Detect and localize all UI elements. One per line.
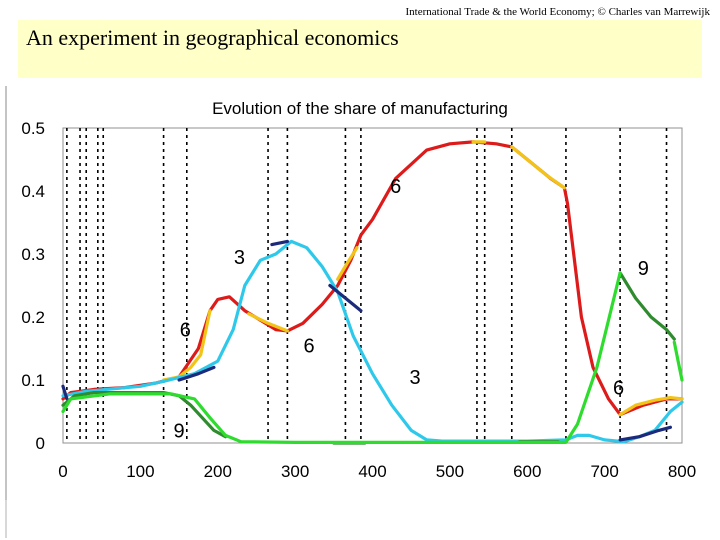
series-group (61, 140, 684, 445)
x-tick-label: 100 (126, 462, 154, 481)
series-line (61, 239, 684, 444)
y-tick-label: 0.4 (21, 182, 45, 201)
curve-annotation: 6 (303, 335, 314, 357)
x-tick-label: 400 (358, 462, 386, 481)
title-bar: An experiment in geographical economics (18, 20, 702, 78)
plot-area (62, 127, 683, 444)
x-tick-label: 200 (204, 462, 232, 481)
series-line (618, 271, 676, 341)
curve-annotation: 6 (613, 378, 624, 400)
y-tick-label: 0.3 (21, 245, 45, 264)
slide-credit: International Trade & the World Economy;… (405, 6, 710, 18)
y-tick-label: 0.5 (21, 119, 45, 138)
series-line (328, 283, 363, 313)
y-tick-label: 0.2 (21, 308, 45, 327)
slide-title: An experiment in geographical economics (26, 25, 399, 50)
series-line (618, 396, 684, 417)
x-tick-label: 800 (668, 462, 696, 481)
chart-title: Evolution of the share of manufacturing (212, 99, 508, 118)
manufacturing-share-chart: Evolution of the share of manufacturing … (5, 86, 696, 538)
y-tick-label: 0.1 (21, 371, 45, 390)
series-line (270, 239, 289, 247)
x-tick-label: 500 (436, 462, 464, 481)
series-line (61, 384, 69, 401)
curve-annotation: 9 (174, 420, 185, 442)
x-tick-label: 600 (513, 462, 541, 481)
series-line (510, 145, 566, 190)
series-line (672, 340, 684, 382)
curve-annotation: 3 (234, 247, 245, 269)
x-tick-label: 0 (58, 462, 67, 481)
curve-annotation: 6 (390, 176, 401, 198)
x-tick-label: 700 (590, 462, 618, 481)
series-line (336, 246, 359, 281)
series-line (618, 425, 672, 442)
curve-annotation: 9 (638, 258, 649, 280)
series-line (247, 312, 289, 333)
series-line (177, 365, 216, 382)
curve-annotation: 3 (409, 367, 420, 389)
y-axis: 0 0.1 0.2 0.3 0.4 0.5 (21, 119, 45, 453)
y-tick-label: 0 (36, 434, 45, 453)
annotations: 6 3 6 6 3 9 9 6 (174, 176, 649, 442)
x-tick-label: 300 (281, 462, 309, 481)
series-line (61, 271, 622, 444)
series-line (61, 140, 684, 417)
curve-annotation: 6 (180, 320, 191, 342)
x-axis: 0 100 200 300 400 500 600 700 800 (58, 462, 696, 481)
series-line (61, 391, 228, 439)
